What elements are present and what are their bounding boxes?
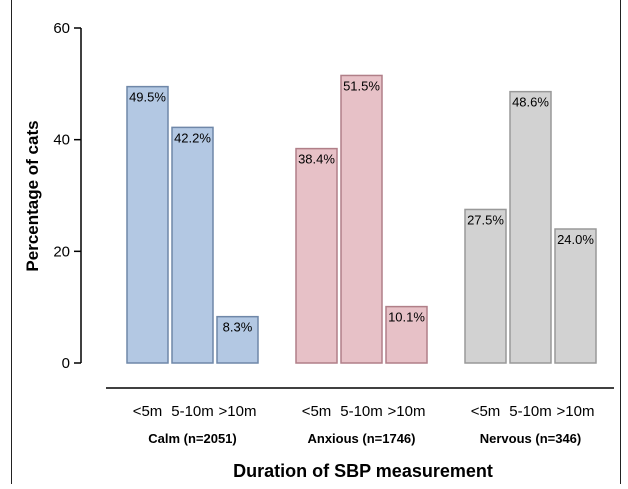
group-label: Calm (n=2051)	[148, 431, 237, 446]
bar	[464, 208, 507, 364]
y-tick-label: 60	[53, 20, 70, 37]
bar	[509, 90, 552, 364]
bar	[216, 315, 259, 364]
y-axis-label: Percentage of cats	[23, 120, 42, 271]
bar	[385, 305, 428, 364]
bar	[126, 85, 169, 364]
bar	[295, 147, 338, 364]
x-tick-label: >10m	[557, 403, 595, 420]
data-label: 51.5%	[343, 78, 380, 93]
y-tick-label: 40	[53, 132, 70, 149]
frame-left-border	[11, 0, 12, 484]
bar	[554, 228, 597, 364]
data-label: 48.6%	[512, 95, 549, 110]
x-tick-label: 5-10m	[509, 403, 552, 420]
bar	[340, 74, 383, 364]
x-tick-label: <5m	[302, 403, 332, 420]
y-tick-label: 0	[62, 355, 70, 372]
x-tick-label: >10m	[388, 403, 426, 420]
x-axis-label: Duration of SBP measurement	[233, 461, 493, 481]
data-label: 27.5%	[467, 212, 504, 227]
group-label: Nervous (n=346)	[480, 431, 582, 446]
frame-right-border	[620, 0, 621, 484]
data-label: 38.4%	[298, 152, 335, 167]
x-tick-label: 5-10m	[340, 403, 383, 420]
data-label: 8.3%	[223, 320, 253, 335]
x-tick-label: 5-10m	[171, 403, 214, 420]
data-label: 24.0%	[557, 232, 594, 247]
x-tick-label: >10m	[219, 403, 257, 420]
bar	[171, 126, 214, 364]
data-label: 49.5%	[129, 90, 166, 105]
data-label: 10.1%	[388, 310, 425, 325]
group-label: Anxious (n=1746)	[307, 431, 415, 446]
data-label: 42.2%	[174, 130, 211, 145]
x-tick-label: <5m	[471, 403, 501, 420]
x-tick-label: <5m	[133, 403, 163, 420]
y-tick-label: 20	[53, 243, 70, 260]
